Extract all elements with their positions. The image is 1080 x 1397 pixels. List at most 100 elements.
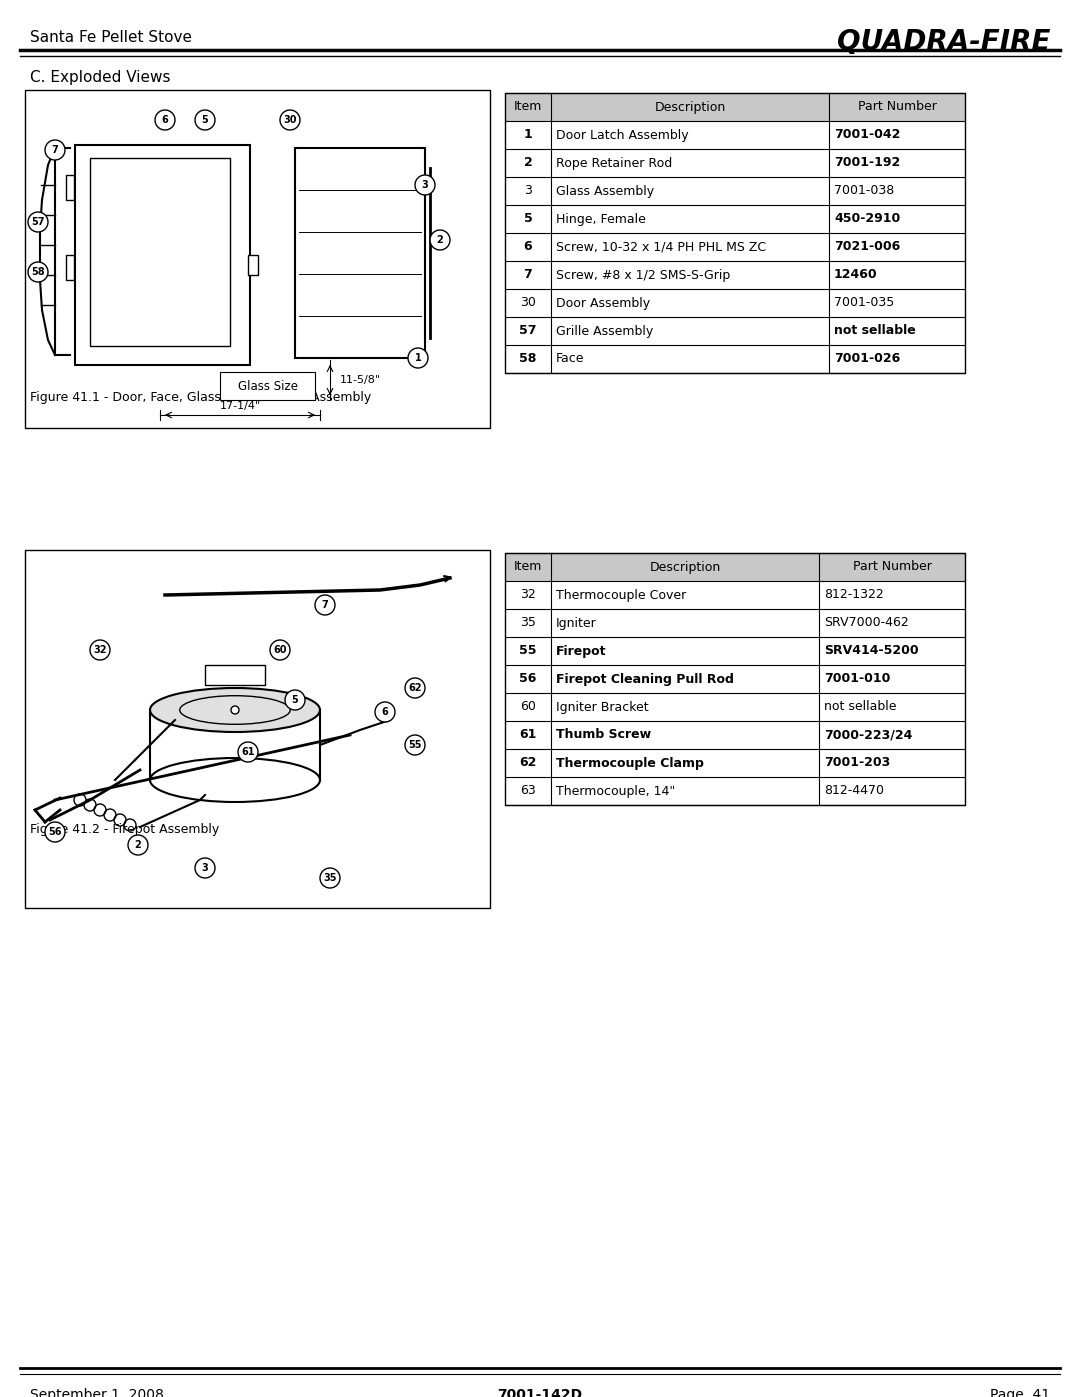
Bar (220, 372, 315, 400)
Text: Glass Assembly: Glass Assembly (556, 184, 654, 197)
Circle shape (90, 640, 110, 659)
Circle shape (45, 140, 65, 161)
Bar (75, 145, 249, 365)
Text: 450-2910: 450-2910 (834, 212, 901, 225)
Text: Part Number: Part Number (858, 101, 936, 113)
Bar (66, 256, 75, 279)
Text: 3: 3 (524, 184, 532, 197)
Text: 35: 35 (521, 616, 536, 630)
Text: Glass Size: Glass Size (238, 380, 297, 393)
Text: Description: Description (654, 101, 726, 113)
Circle shape (156, 110, 175, 130)
Text: SRV7000-462: SRV7000-462 (824, 616, 908, 630)
Bar (66, 175, 75, 200)
Text: 7: 7 (524, 268, 532, 282)
Text: 60: 60 (273, 645, 287, 655)
Text: Firepot Cleaning Pull Rod: Firepot Cleaning Pull Rod (556, 672, 734, 686)
Text: 7001-042: 7001-042 (834, 129, 901, 141)
Text: Thermocouple Cover: Thermocouple Cover (556, 588, 686, 602)
Text: 56: 56 (519, 672, 537, 686)
Text: 7001-192: 7001-192 (834, 156, 901, 169)
Text: Door Assembly: Door Assembly (556, 296, 650, 310)
Text: 62: 62 (519, 757, 537, 770)
Text: 55: 55 (408, 740, 422, 750)
Text: 7001-038: 7001-038 (834, 184, 894, 197)
Text: 6: 6 (162, 115, 168, 124)
Text: 3: 3 (421, 180, 429, 190)
Circle shape (270, 640, 291, 659)
Text: SRV414-5200: SRV414-5200 (824, 644, 919, 658)
Circle shape (238, 742, 258, 761)
Text: 6: 6 (381, 707, 389, 717)
Text: Part Number: Part Number (852, 560, 931, 574)
Text: Item: Item (514, 560, 542, 574)
Text: 7001-203: 7001-203 (824, 757, 890, 770)
Circle shape (28, 212, 48, 232)
Text: 57: 57 (31, 217, 44, 226)
Text: 35: 35 (323, 873, 337, 883)
Text: Screw, 10-32 x 1/4 PH PHL MS ZC: Screw, 10-32 x 1/4 PH PHL MS ZC (556, 240, 766, 253)
Circle shape (195, 858, 215, 877)
Bar (248, 256, 258, 275)
Text: 812-1322: 812-1322 (824, 588, 883, 602)
Text: 3: 3 (202, 863, 208, 873)
Text: September 1, 2008: September 1, 2008 (30, 1389, 164, 1397)
Circle shape (195, 110, 215, 130)
Text: 56: 56 (49, 827, 62, 837)
Circle shape (415, 175, 435, 196)
Text: Hinge, Female: Hinge, Female (556, 212, 646, 225)
Text: 7: 7 (322, 599, 328, 610)
Text: 1: 1 (415, 353, 421, 363)
Text: QUADRA-FIRE: QUADRA-FIRE (837, 28, 1050, 56)
Text: 5: 5 (202, 115, 208, 124)
Text: 61: 61 (519, 728, 537, 742)
Text: Thermocouple Clamp: Thermocouple Clamp (556, 757, 704, 770)
Ellipse shape (150, 687, 320, 732)
Bar (25, 89, 490, 427)
Circle shape (280, 110, 300, 130)
Text: 12460: 12460 (834, 268, 878, 282)
Bar (505, 553, 966, 581)
Text: Firepot: Firepot (556, 644, 607, 658)
Text: 63: 63 (521, 785, 536, 798)
Text: Rope Retainer Rod: Rope Retainer Rod (556, 156, 672, 169)
Text: 6: 6 (524, 240, 532, 253)
Ellipse shape (150, 759, 320, 802)
Text: 58: 58 (31, 267, 44, 277)
Bar (505, 94, 966, 122)
Text: Santa Fe Pellet Stove: Santa Fe Pellet Stove (30, 29, 192, 45)
Text: Thermocouple, 14": Thermocouple, 14" (556, 785, 675, 798)
Text: Face: Face (556, 352, 584, 366)
Circle shape (315, 595, 335, 615)
Text: Igniter Bracket: Igniter Bracket (556, 700, 649, 714)
Text: Item: Item (514, 101, 542, 113)
Text: 812-4470: 812-4470 (824, 785, 885, 798)
Text: 5: 5 (292, 694, 298, 705)
Text: 1: 1 (524, 129, 532, 141)
Bar (205, 665, 265, 685)
Text: 32: 32 (93, 645, 107, 655)
Text: 30: 30 (283, 115, 297, 124)
Text: Figure 41.2 - Firepot Assembly: Figure 41.2 - Firepot Assembly (30, 823, 219, 835)
Text: 7001-026: 7001-026 (834, 352, 901, 366)
Circle shape (129, 835, 148, 855)
Text: 11-5/8": 11-5/8" (340, 374, 381, 386)
Bar (505, 553, 966, 805)
Text: 7001-142D: 7001-142D (498, 1389, 582, 1397)
Text: 55: 55 (519, 644, 537, 658)
Text: not sellable: not sellable (834, 324, 916, 338)
Circle shape (430, 231, 450, 250)
Text: 7: 7 (52, 145, 58, 155)
Text: 32: 32 (521, 588, 536, 602)
Text: Door Latch Assembly: Door Latch Assembly (556, 129, 689, 141)
Circle shape (45, 821, 65, 842)
Text: 7001-035: 7001-035 (834, 296, 894, 310)
Text: 2: 2 (135, 840, 141, 849)
Text: Thumb Screw: Thumb Screw (556, 728, 651, 742)
Text: 2: 2 (524, 156, 532, 169)
Text: Description: Description (649, 560, 720, 574)
Text: Grille Assembly: Grille Assembly (556, 324, 653, 338)
Text: not sellable: not sellable (824, 700, 896, 714)
Text: Screw, #8 x 1/2 SMS-S-Grip: Screw, #8 x 1/2 SMS-S-Grip (556, 268, 730, 282)
Circle shape (408, 348, 428, 367)
